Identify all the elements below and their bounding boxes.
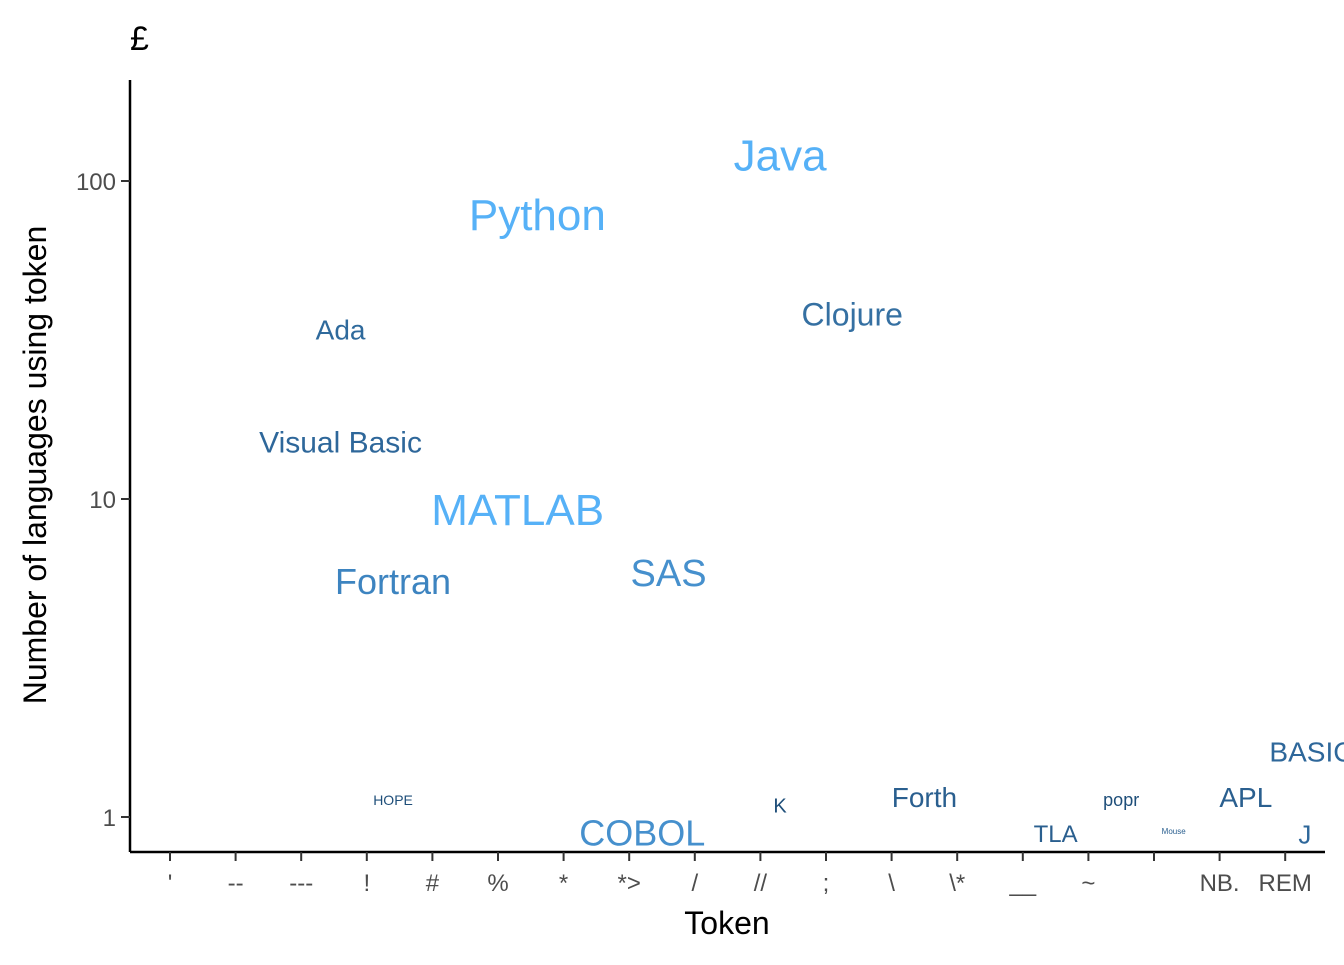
data-label-python: Python xyxy=(469,191,606,240)
data-label-forth: Forth xyxy=(892,782,957,813)
x-tick-label: ~ xyxy=(1081,870,1095,897)
x-tick-label: __ xyxy=(1008,870,1036,897)
data-label-tla: TLA xyxy=(1034,821,1078,848)
data-label-matlab: MATLAB xyxy=(431,486,604,535)
data-label-java: Java xyxy=(734,131,827,180)
x-tick-label: * xyxy=(559,870,568,897)
x-axis-title: Token xyxy=(684,905,769,941)
data-label-apl: APL xyxy=(1219,782,1272,813)
x-tick-label: REM xyxy=(1259,870,1312,897)
data-label-hope: HOPE xyxy=(373,792,413,808)
data-labels: Java Python Ada Clojure Visual Basic MATLAB Fo… xyxy=(259,131,1344,853)
y-tick-label: 100 xyxy=(76,169,116,196)
data-label-clojure: Clojure xyxy=(802,297,903,333)
x-tick-label: \* xyxy=(949,870,965,897)
data-label-basic: BASIC xyxy=(1269,737,1344,768)
x-tick-label: # xyxy=(426,870,440,897)
x-axis-ticks: ' -- ---! #% * *> ///; \ \* __ ~ NB. REM xyxy=(168,852,1312,897)
data-label-k: K xyxy=(773,795,787,817)
y-tick-label: 1 xyxy=(103,805,116,832)
data-label-cobol: COBOL xyxy=(579,813,705,854)
data-label-mouse: Mouse xyxy=(1162,827,1187,836)
y-axis-title: Number of languages using token xyxy=(17,226,53,705)
data-label-popr: popr xyxy=(1103,790,1139,810)
y-tick-label: 10 xyxy=(89,487,116,514)
x-tick-label: // xyxy=(754,870,768,897)
x-tick-label: ; xyxy=(823,870,830,897)
x-tick-label: ! xyxy=(363,870,370,897)
data-label-sas: SAS xyxy=(631,553,707,595)
x-tick-label: *> xyxy=(618,870,641,897)
x-tick-label: -- xyxy=(228,870,244,897)
x-tick-label: \ xyxy=(888,870,895,897)
data-label-ada: Ada xyxy=(316,314,366,345)
x-tick-label: --- xyxy=(289,870,313,897)
data-label-j: J xyxy=(1298,820,1311,850)
x-tick-label: ' xyxy=(168,870,173,897)
y-axis-ticks: 1 10 100 xyxy=(76,169,130,832)
chart-title: £ xyxy=(130,20,149,58)
data-label-visual-basic: Visual Basic xyxy=(259,427,422,460)
data-label-fortran: Fortran xyxy=(335,561,451,602)
x-tick-label: % xyxy=(487,870,508,897)
x-tick-label: NB. xyxy=(1200,870,1240,897)
x-tick-label: / xyxy=(691,870,698,897)
